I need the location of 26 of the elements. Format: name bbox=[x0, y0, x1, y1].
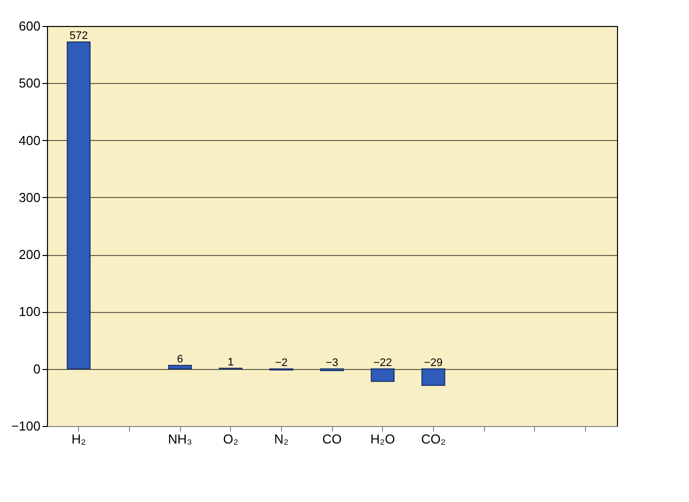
x-tick-label: O₂ bbox=[223, 432, 238, 446]
x-tick-label: N₂ bbox=[274, 432, 289, 446]
bar bbox=[66, 42, 91, 370]
x-tick-label: CO bbox=[322, 432, 342, 446]
x-tick-label: H₂O bbox=[370, 432, 395, 446]
x-tick-label: NH₃ bbox=[168, 432, 192, 446]
bar bbox=[168, 364, 192, 370]
x-tick-label: H₂ bbox=[71, 432, 86, 446]
y-tick-label: 200 bbox=[18, 247, 40, 262]
y-tick-label: 300 bbox=[18, 190, 40, 205]
x-tick-label: CO₂ bbox=[421, 432, 446, 446]
y-tick-label: 400 bbox=[18, 132, 40, 148]
data-label: 6 bbox=[176, 353, 184, 366]
bar bbox=[421, 368, 446, 386]
y-tick-label: 0 bbox=[33, 361, 40, 376]
bar bbox=[370, 368, 395, 382]
y-tick-label: 600 bbox=[18, 18, 40, 34]
data-label: −22 bbox=[373, 356, 392, 369]
data-label: 572 bbox=[69, 30, 88, 42]
data-label: −29 bbox=[424, 356, 443, 369]
y-tick-label: 500 bbox=[18, 76, 40, 91]
data-label: 1 bbox=[228, 356, 234, 368]
data-label: −2 bbox=[275, 356, 288, 369]
data-label: −3 bbox=[326, 356, 338, 369]
y-tick-label: 100 bbox=[18, 304, 40, 320]
y-tick-label: −100 bbox=[11, 418, 40, 434]
